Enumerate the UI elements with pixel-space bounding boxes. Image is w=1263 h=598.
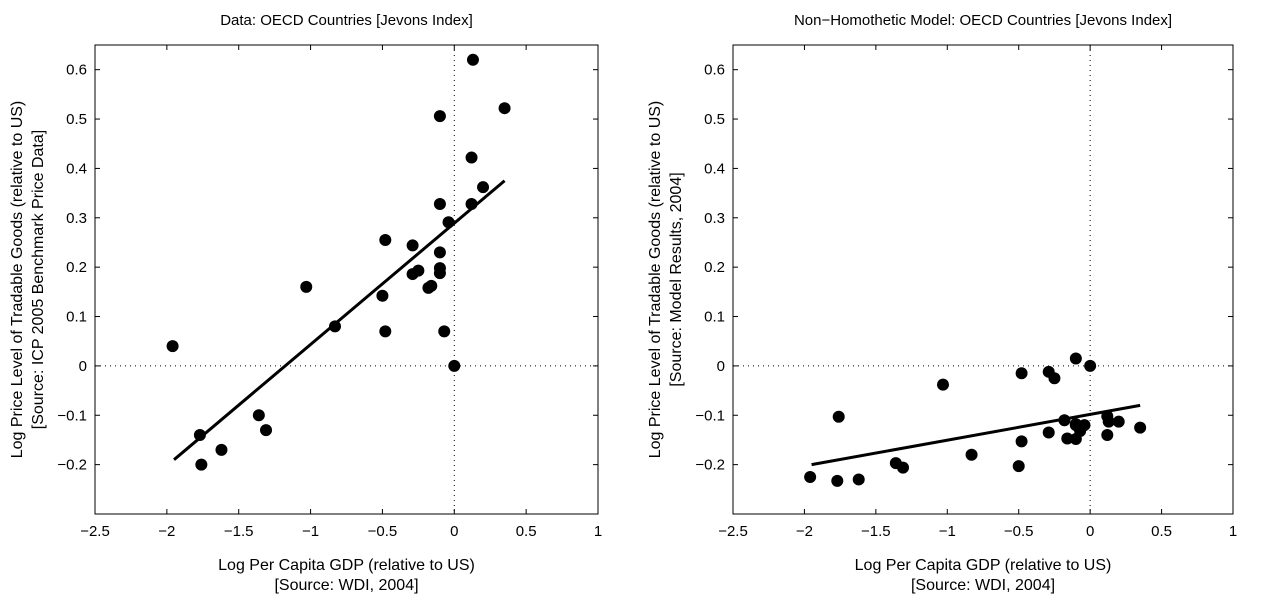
x-tick-label: 1 xyxy=(594,523,602,540)
plot-frame xyxy=(732,44,1234,515)
data-point xyxy=(379,234,392,247)
data-point xyxy=(252,409,265,422)
data-point xyxy=(1048,372,1061,385)
data-point xyxy=(897,461,909,474)
chart-title: Data: OECD Countries [Jevons Index] xyxy=(220,12,473,29)
data-point xyxy=(166,340,179,353)
x-axis-label: Log Per Capita GDP (relative to US) xyxy=(218,557,475,574)
y-tick-label: 0 xyxy=(717,358,725,375)
x-tick-label: −2.5 xyxy=(80,523,110,540)
y-tick-label: 0 xyxy=(79,358,87,375)
y-tick-label: 0.3 xyxy=(704,210,725,227)
data-point xyxy=(442,216,455,229)
x-tick-label: 0 xyxy=(450,523,458,540)
data-point xyxy=(433,267,446,280)
x-tick-label: −2.5 xyxy=(718,523,748,540)
data-point xyxy=(1084,359,1097,372)
x-tick-label: 0.5 xyxy=(516,523,537,540)
data-point xyxy=(1012,460,1025,473)
y-tick-label: 0.1 xyxy=(704,309,725,326)
data-point xyxy=(433,197,446,210)
data-point xyxy=(465,151,478,164)
y-tick-label: 0.5 xyxy=(704,111,725,128)
data-point xyxy=(1058,414,1071,427)
data-point xyxy=(832,410,845,423)
data-point xyxy=(466,53,479,66)
y-tick-label: 0.4 xyxy=(66,160,87,177)
x-tick-label: −2 xyxy=(158,523,175,540)
data-point xyxy=(1102,415,1115,428)
fit-line xyxy=(173,179,506,461)
data-point xyxy=(376,289,389,302)
data-point xyxy=(965,448,978,461)
chart-title: Non−Homothetic Model: OECD Countries [Je… xyxy=(794,12,1172,29)
data-point xyxy=(852,473,865,486)
data-point xyxy=(448,359,461,372)
data-point xyxy=(1042,426,1055,439)
x-tick-label: −0.5 xyxy=(1004,523,1034,540)
y-tick-label: −0.2 xyxy=(57,457,87,474)
x-tick-label: 0 xyxy=(1086,523,1094,540)
data-point xyxy=(1069,352,1082,365)
data-point xyxy=(433,110,446,123)
y-tick-label: 0.6 xyxy=(704,62,725,79)
y-tick-label: −0.2 xyxy=(695,457,725,474)
x-axis-source: [Source: WDI, 2004] xyxy=(274,577,418,594)
data-point xyxy=(465,197,478,210)
left-chart-panel: Data: OECD Countries [Jevons Index] −2.5 −… xyxy=(9,12,602,594)
y-tick-label: 0.6 xyxy=(66,62,87,79)
data-point xyxy=(831,474,844,487)
data-point xyxy=(498,102,511,115)
data-point xyxy=(193,429,206,442)
y-tick-label: −0.1 xyxy=(57,407,87,424)
x-tick-label: −1 xyxy=(302,523,319,540)
x-tick-label: −1.5 xyxy=(861,523,891,540)
data-point xyxy=(1015,367,1028,380)
x-axis-source: [Source: WDI, 2004] xyxy=(911,577,1055,594)
x-tick-label: −0.5 xyxy=(368,523,398,540)
data-point xyxy=(425,279,438,292)
data-point xyxy=(215,443,228,456)
y-tick-label: 0.1 xyxy=(66,309,87,326)
y-tick-label: 0.2 xyxy=(66,259,87,276)
y-tick-label: 0.4 xyxy=(704,160,725,177)
y-axis-label: Log Price Level of Tradable Goods (relat… xyxy=(9,101,26,459)
data-point xyxy=(438,325,451,338)
data-point xyxy=(1061,432,1074,445)
data-point xyxy=(195,458,208,471)
data-point xyxy=(260,424,273,437)
y-axis-source: [Source: ICP 2005 Benchmark Price Data] xyxy=(30,130,47,429)
data-point xyxy=(433,246,446,259)
right-chart-panel: Non−Homothetic Model: OECD Countries [Je… xyxy=(647,12,1237,594)
y-tick-label: 0.3 xyxy=(66,210,87,227)
y-axis-label: Log Price Level of Tradable Goods (relat… xyxy=(647,101,664,459)
data-point xyxy=(329,320,342,333)
data-point xyxy=(477,181,490,194)
x-tick-label: 0.5 xyxy=(1151,523,1172,540)
data-point xyxy=(300,280,313,293)
data-point xyxy=(937,378,949,391)
x-tick-label: −2 xyxy=(796,523,813,540)
plot-frame xyxy=(94,44,599,515)
fit-line xyxy=(811,403,1141,467)
x-tick-label: −1.5 xyxy=(224,523,254,540)
data-point xyxy=(412,264,425,277)
data-point xyxy=(1015,435,1028,448)
x-tick-label: 1 xyxy=(1229,523,1237,540)
data-point xyxy=(1134,421,1147,434)
x-tick-label: −1 xyxy=(939,523,956,540)
data-point xyxy=(1078,419,1091,432)
y-axis-source: [Source: Model Results, 2004] xyxy=(668,172,685,386)
data-point xyxy=(1112,415,1125,428)
x-axis-label: Log Per Capita GDP (relative to US) xyxy=(855,557,1112,574)
data-point xyxy=(804,470,817,483)
y-tick-label: 0.2 xyxy=(704,259,725,276)
data-point xyxy=(379,325,392,338)
y-tick-label: −0.1 xyxy=(695,407,725,424)
data-point xyxy=(1101,429,1114,442)
data-point xyxy=(406,239,419,252)
y-tick-label: 0.5 xyxy=(66,111,87,128)
